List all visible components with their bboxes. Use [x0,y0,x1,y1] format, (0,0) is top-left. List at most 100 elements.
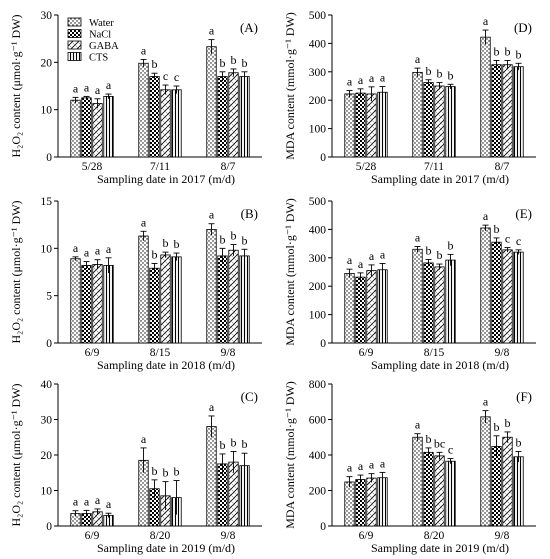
bar [412,436,423,527]
significance-letter: a [483,395,489,409]
significance-letter: a [95,244,101,258]
significance-letter: b [163,236,169,250]
bar [355,276,366,344]
bar [344,273,355,344]
panel-label: (C) [241,389,258,404]
bar [491,241,502,344]
y-tick-label: 20 [41,450,53,462]
significance-letter: b [231,435,237,449]
bar [103,96,114,158]
significance-letter: a [369,458,375,472]
bar [377,91,388,158]
x-tick-label: 6/9 [359,530,374,542]
y-tick-label: 0 [46,338,52,350]
significance-letter: c [163,69,168,83]
bar [513,66,524,158]
y-tick-label: 20 [41,57,53,69]
y-tick-label: 0 [320,521,326,533]
x-tick-label: 8/15 [424,347,445,359]
significance-letter: b [505,44,511,58]
panel-label: (F) [516,389,532,404]
y-tick-label: 400 [309,450,327,462]
chart-panel: 0 100 200 300 400 500 MDA content (mmol·g⁻¹ DW… [283,196,536,372]
significance-letter: a [141,43,147,57]
significance-letter: b [174,465,180,479]
bar [138,235,149,344]
bar [171,256,182,344]
legend-swatch [67,17,82,27]
significance-letter: b [231,53,237,67]
bar [412,71,423,158]
significance-letter: b [494,44,500,58]
significance-letter: c [516,234,521,248]
significance-letter: a [369,249,375,263]
y-tick-label: 500 [309,10,327,22]
bar [344,481,355,527]
significance-letter: a [84,246,90,260]
panel-label: (D) [514,20,532,35]
significance-letter: b [448,238,454,252]
significance-letter: a [141,215,147,229]
legend-swatch [67,40,82,50]
bar [480,36,491,158]
significance-letter: a [415,230,421,244]
bar [228,72,239,158]
chart-panel: 0 200 400 600 800 MDA content (mmol·g⁻¹ DW) Sa… [283,379,536,555]
y-tick-label: 15 [41,196,53,208]
significance-letter: b [426,64,432,78]
legend-swatch [67,29,82,38]
x-tick-label: 8/20 [424,530,445,542]
y-axis-label: MDA content (mmol·g⁻¹ DW) [283,381,297,529]
chart-panel: 0 10 20 30 40 H₂O₂ content (μmol·g⁻¹ DW) Sampl… [9,379,262,555]
significance-letter: a [106,497,112,511]
bar [81,264,92,344]
significance-letter: b [505,416,511,430]
significance-letter: a [415,418,421,432]
bar [228,249,239,344]
y-tick-label: 400 [309,38,327,50]
significance-letter: b [437,248,443,262]
y-tick-label: 100 [309,310,327,322]
significance-letter: a [209,24,215,38]
significance-letter: b [220,438,226,452]
x-tick-label: 8/15 [150,347,171,359]
significance-letter: b [516,435,522,449]
x-axis-label: Sampling date in 2018 (m/d) [97,358,235,372]
bar [366,477,377,527]
significance-letter: a [380,247,386,261]
y-tick-label: 0 [46,521,52,533]
y-tick-label: 10 [41,243,53,255]
y-tick-label: 300 [309,253,327,265]
legend-label: NaCl [89,30,111,41]
bar [70,99,81,158]
significance-letter: a [84,80,90,94]
significance-letter: b [242,56,248,70]
y-axis-label: H₂O₂ content (μmol·g⁻¹ DW) [9,14,23,157]
significance-letter: b [516,47,522,61]
x-tick-label: 8/7 [495,161,510,173]
legend-label: GABA [89,41,119,52]
significance-letter: a [209,400,215,414]
bar [70,258,81,344]
y-tick-label: 0 [320,338,326,350]
x-tick-label: 7/11 [424,161,444,173]
y-tick-label: 30 [41,10,53,22]
y-tick-label: 40 [41,379,53,391]
bar [377,269,388,344]
bar [377,477,388,527]
x-axis-label: Sampling date in 2017 (m/d) [371,172,509,186]
bar [206,46,217,158]
bar [423,82,434,158]
legend-label: Water [89,18,114,29]
bar [149,267,160,344]
significance-letter: b [152,464,158,478]
x-tick-label: 8/20 [150,530,171,542]
bar [491,446,502,527]
bar [366,270,377,344]
significance-letter: b [448,68,454,82]
significance-letter: b [174,237,180,251]
significance-letter: c [174,70,179,84]
bar [217,76,228,158]
y-axis-label: H₂O₂ content (μmol·g⁻¹ DW) [9,200,23,343]
